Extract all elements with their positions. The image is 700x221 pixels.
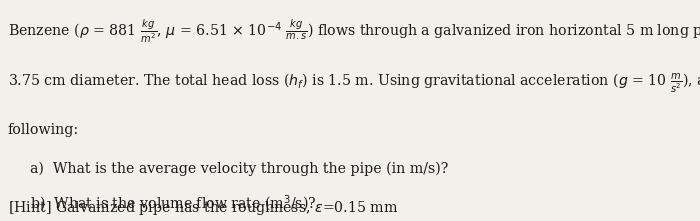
Text: following:: following: (8, 123, 79, 137)
Text: [Hint] Galvanized pipe has the roughness, $\varepsilon$=0.15 mm: [Hint] Galvanized pipe has the roughness… (8, 199, 398, 217)
Text: b)  What is the volume flow rate (m$^3$/s)?: b) What is the volume flow rate (m$^3$/s… (30, 194, 316, 214)
Text: 3.75 cm diameter. The total head loss ($h_f$) is 1.5 m. Using gravitational acce: 3.75 cm diameter. The total head loss ($… (8, 71, 700, 95)
Text: a)  What is the average velocity through the pipe (in m/s)?: a) What is the average velocity through … (30, 161, 448, 176)
Text: Benzene ($\rho$ = 881 $\frac{kg}{m^2}$, $\mu$ = 6.51 $\times$ 10$^{-4}$ $\frac{k: Benzene ($\rho$ = 881 $\frac{kg}{m^2}$, … (8, 17, 700, 45)
